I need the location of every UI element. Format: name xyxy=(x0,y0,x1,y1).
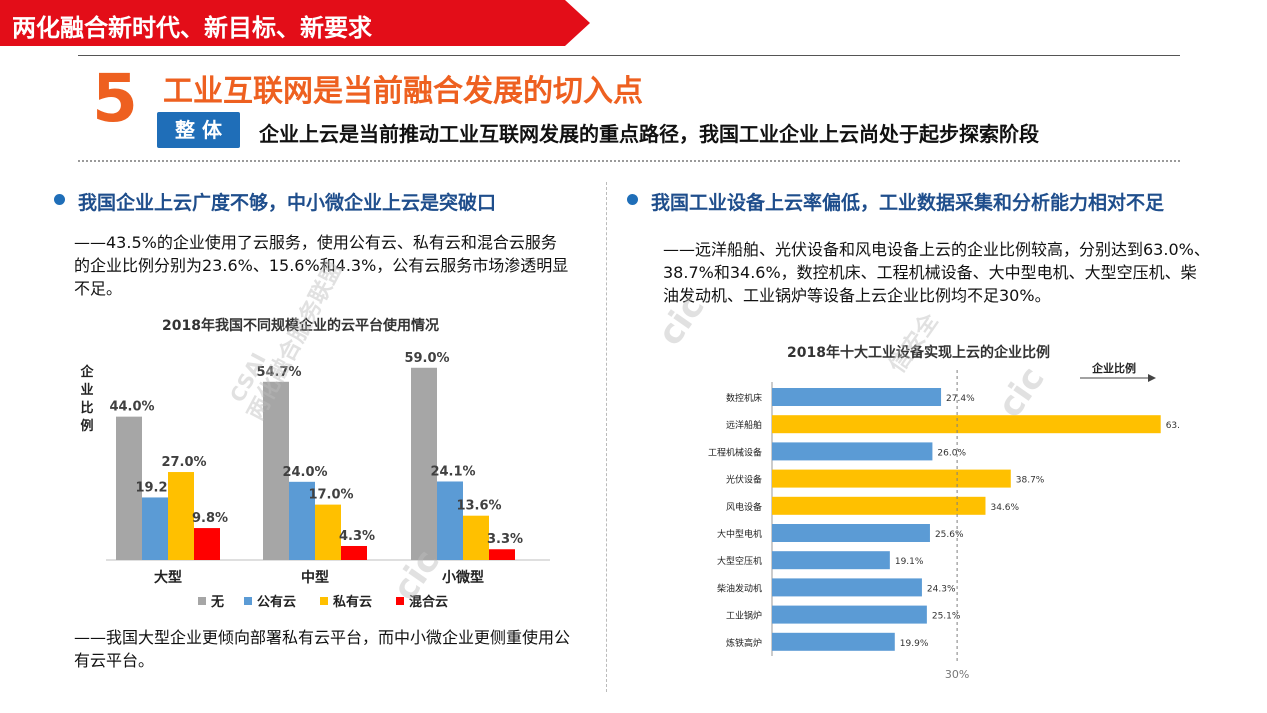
legend-swatch xyxy=(198,597,206,605)
x-tick-label: 中型 xyxy=(301,569,329,586)
bar xyxy=(772,469,1011,488)
data-label: 26.0% xyxy=(937,448,966,458)
bar xyxy=(194,528,220,560)
y-tick-label: 大中型电机 xyxy=(717,528,762,540)
bar xyxy=(341,545,367,560)
y-tick-label: 数控机床 xyxy=(726,392,762,404)
x-axis-arrowhead xyxy=(1148,374,1156,382)
legend-label: 混合云 xyxy=(409,594,448,610)
left-paragraph-2: ——我国大型企业更倾向部署私有云平台，而中小微企业更侧重使用公有云平台。 xyxy=(74,628,571,670)
legend-swatch xyxy=(320,597,328,605)
bar xyxy=(772,496,986,515)
legend-label: 私有云 xyxy=(333,594,372,610)
y-tick-label: 光伏设备 xyxy=(726,474,762,486)
data-label: 24.1% xyxy=(430,464,475,479)
y-tick-label: 工程机械设备 xyxy=(708,446,762,458)
right-paragraph-1: ——远洋船舶、光伏设备和风电设备上云的企业比例较高，分别达到63.0%、38.7… xyxy=(663,240,1210,305)
bar xyxy=(116,416,142,560)
data-label: 54.7% xyxy=(256,365,301,380)
banner-shape xyxy=(0,0,590,46)
y-axis-label: 例 xyxy=(80,418,93,434)
data-label: 9.8% xyxy=(192,511,228,526)
data-label: 25.6% xyxy=(935,530,964,540)
x-tick-label: 小微型 xyxy=(442,569,484,586)
banner-title: 两化融合新时代、新目标、新要求 xyxy=(12,14,372,42)
data-label: 13.6% xyxy=(456,499,501,514)
bar xyxy=(437,481,463,560)
bar xyxy=(772,388,942,406)
y-axis-label: 业 xyxy=(80,382,93,398)
x-tick-label: 大型 xyxy=(154,569,182,586)
right-heading: 我国工业设备上云率偏低，工业数据采集和分析能力相对不足 xyxy=(651,192,1165,214)
left-bar-chart: 企业比例44.0%19.2%27.0%9.8%大型54.7%24.0%17.0%… xyxy=(79,351,550,610)
y-tick-label: 炼铁高炉 xyxy=(726,637,762,649)
y-tick-label: 大型空压机 xyxy=(717,555,762,567)
left-bullet-icon xyxy=(54,194,65,205)
bar xyxy=(289,481,315,560)
data-label: 27.0% xyxy=(161,455,206,470)
legend-label: 无 xyxy=(210,595,224,610)
overall-badge: 整 体 xyxy=(157,112,240,148)
data-label: 3.3% xyxy=(487,532,523,547)
section-title: 工业互联网是当前融合发展的切入点 xyxy=(163,74,643,109)
reference-line-label: 30% xyxy=(945,668,969,681)
data-label: 38.7% xyxy=(1016,476,1045,486)
data-label: 24.3% xyxy=(927,584,956,594)
bar xyxy=(772,551,890,570)
data-label: 17.0% xyxy=(308,488,353,503)
bar xyxy=(772,415,1161,434)
data-label: 34.6% xyxy=(990,503,1019,513)
y-tick-label: 远洋船舶 xyxy=(726,419,762,431)
bar xyxy=(489,549,515,560)
column-divider xyxy=(606,182,607,692)
bar xyxy=(411,367,437,560)
bar xyxy=(463,515,489,560)
data-label: 63.0% xyxy=(1166,421,1180,431)
header-rule xyxy=(78,55,1180,56)
legend-label: 公有云 xyxy=(257,594,296,610)
dotted-divider xyxy=(78,160,1180,162)
page-subtitle: 企业上云是当前推动工业互联网发展的重点路径，我国工业企业上云尚处于起步探索阶段 xyxy=(259,122,1039,146)
data-label: 19.9% xyxy=(900,639,929,649)
section-number: 5 xyxy=(92,60,138,137)
data-label: 4.3% xyxy=(339,529,375,544)
data-label: 59.0% xyxy=(404,351,449,366)
data-label: 25.1% xyxy=(932,612,961,622)
bar xyxy=(772,524,930,542)
bar xyxy=(315,504,341,560)
data-label: 24.0% xyxy=(282,465,327,480)
y-axis-label: 企 xyxy=(79,364,94,380)
y-axis-label: 比 xyxy=(80,400,93,416)
bar xyxy=(263,381,289,560)
bar xyxy=(772,632,895,651)
right-bullet-icon xyxy=(627,194,638,205)
top-banner: 两化融合新时代、新目标、新要求 xyxy=(0,0,590,46)
left-heading: 我国企业上云广度不够，中小微企业上云是突破口 xyxy=(78,192,497,214)
data-label: 44.0% xyxy=(109,400,154,415)
left-paragraph-1: ——43.5%的企业使用了云服务，使用公有云、私有云和混合云服务的企业比例分别为… xyxy=(74,233,569,298)
y-tick-label: 工业锅炉 xyxy=(726,610,762,622)
x-axis-label: 企业比例 xyxy=(1091,361,1136,375)
bar xyxy=(772,442,933,461)
data-label: 19.1% xyxy=(895,557,924,567)
left-chart-title: 2018年我国不同规模企业的云平台使用情况 xyxy=(162,318,439,334)
data-label: 27.4% xyxy=(946,394,975,404)
y-tick-label: 柴油发动机 xyxy=(717,582,762,594)
y-tick-label: 风电设备 xyxy=(726,501,762,513)
legend-swatch xyxy=(396,597,404,605)
legend-swatch xyxy=(244,597,252,605)
bar xyxy=(142,497,168,560)
bar xyxy=(168,472,194,560)
bar xyxy=(772,578,922,597)
right-chart-title: 2018年十大工业设备实现上云的企业比例 xyxy=(787,345,1050,361)
bar xyxy=(772,605,927,624)
